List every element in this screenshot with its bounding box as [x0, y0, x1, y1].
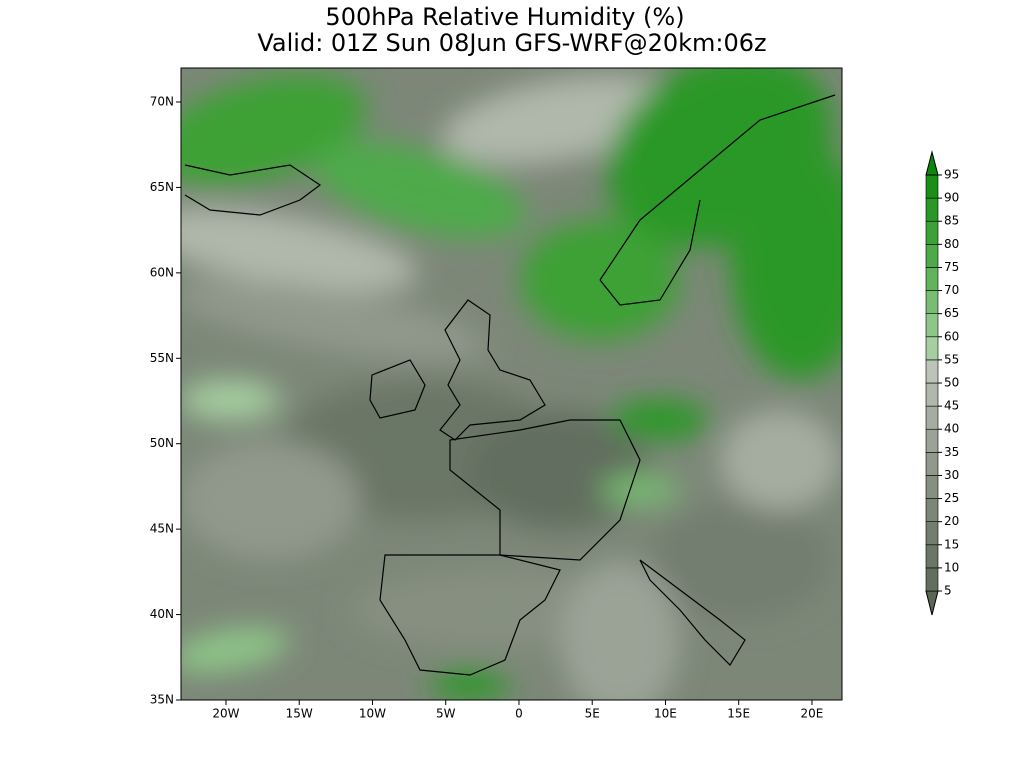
colorbar-segment	[925, 244, 939, 268]
colorbar-label: 65	[944, 306, 959, 320]
colorbar-label: 30	[944, 468, 959, 482]
coastlines	[184, 94, 836, 676]
colorbar-segment	[925, 521, 939, 546]
colorbar-segment	[925, 567, 939, 592]
colorbar-segment	[925, 313, 939, 338]
humidity-region	[181, 73, 368, 187]
coastline	[449, 419, 641, 561]
colorbar-label: 15	[944, 537, 959, 551]
lat-tick-label: 55N	[150, 351, 174, 365]
lon-tick-label: 0	[515, 707, 523, 721]
colorbar-segment	[925, 382, 939, 407]
coastline	[369, 359, 426, 419]
lon-tick-label: 20W	[212, 707, 239, 721]
lon-tick-label: 20E	[801, 707, 824, 721]
lon-tick-label: 5W	[436, 707, 456, 721]
coastline	[184, 164, 322, 216]
colorbar-label: 95	[944, 168, 959, 182]
lat-tick-label: 65N	[150, 180, 174, 194]
humidity-region	[730, 140, 842, 380]
field-blobs	[181, 68, 842, 700]
coastline	[599, 94, 836, 306]
colorbar-label: 70	[944, 283, 959, 297]
colorbar-label: 80	[944, 237, 959, 251]
colorbar-segment	[925, 336, 939, 361]
coastline	[379, 554, 561, 676]
colorbar-segment	[925, 359, 939, 384]
lon-tick-label: 10E	[654, 707, 677, 721]
colorbar-segment	[925, 267, 939, 291]
colorbar-high	[925, 150, 939, 176]
humidity-region	[610, 400, 710, 440]
colorbar-segment	[925, 475, 939, 499]
colorbar-segment	[925, 290, 939, 314]
lon-tick-label: 5E	[585, 707, 600, 721]
coastline	[639, 559, 746, 666]
lon-tick-label: 10W	[359, 707, 386, 721]
colorbar-label: 25	[944, 491, 959, 505]
colorbar: 5 10 15 20 25 30 35 40 45 50 55 60 65 70 75 80 85 90 95	[925, 150, 959, 616]
humidity-region	[181, 627, 290, 673]
colorbar-segment	[925, 220, 939, 245]
lon-tick-label: 15W	[286, 707, 313, 721]
lat-tick-label: 35N	[150, 693, 174, 707]
lat-tick-label: 40N	[150, 607, 174, 621]
colorbar-label: 35	[944, 445, 959, 459]
map-frame	[180, 67, 843, 701]
colorbar-segment	[925, 197, 939, 222]
colorbar-segment	[925, 544, 939, 569]
colorbar-segment	[925, 498, 939, 522]
humidity-region	[313, 142, 527, 238]
colorbar-label: 75	[944, 260, 959, 274]
colorbar-label: 50	[944, 376, 959, 390]
colorbar-label: 60	[944, 329, 959, 343]
colorbar-low	[925, 590, 939, 616]
humidity-region	[470, 410, 650, 530]
humidity-region	[181, 279, 488, 361]
colorbar-label: 90	[944, 191, 959, 205]
humidity-region	[720, 410, 840, 510]
humidity-region	[560, 560, 680, 700]
subtitle: Valid: 01Z Sun 08Jun GFS-WRF@20km:06z	[257, 29, 766, 57]
humidity-region	[181, 207, 419, 293]
axes: 35N 40N 45N 50N 55N 60N 65N 70N 20W 15W 10W 5W 0 5E 10…	[150, 95, 824, 721]
colorbar-label: 10	[944, 560, 959, 574]
colorbar-label: 85	[944, 214, 959, 228]
colorbar-segment	[925, 428, 939, 453]
colorbar-label: 45	[944, 399, 959, 413]
colorbar-segment	[925, 405, 939, 430]
humidity-region	[650, 500, 830, 620]
lat-tick-label: 70N	[150, 95, 174, 109]
colorbar-label: 55	[944, 352, 959, 366]
humidity-region	[181, 380, 280, 420]
colorbar-label: 5	[944, 584, 952, 598]
lat-tick-label: 50N	[150, 436, 174, 450]
humidity-region	[600, 475, 680, 505]
colorbar-segment	[925, 174, 939, 199]
humidity-field	[181, 68, 842, 700]
colorbar-label: 40	[944, 422, 959, 436]
humidity-region	[430, 670, 510, 700]
colorbar-label: 20	[944, 514, 959, 528]
lat-tick-label: 60N	[150, 265, 174, 279]
lat-tick-label: 45N	[150, 522, 174, 536]
humidity-region	[181, 440, 360, 560]
coastline	[439, 299, 546, 441]
title: 500hPa Relative Humidity (%)	[325, 3, 684, 31]
lon-tick-label: 15E	[727, 707, 750, 721]
colorbar-segment	[925, 452, 939, 476]
